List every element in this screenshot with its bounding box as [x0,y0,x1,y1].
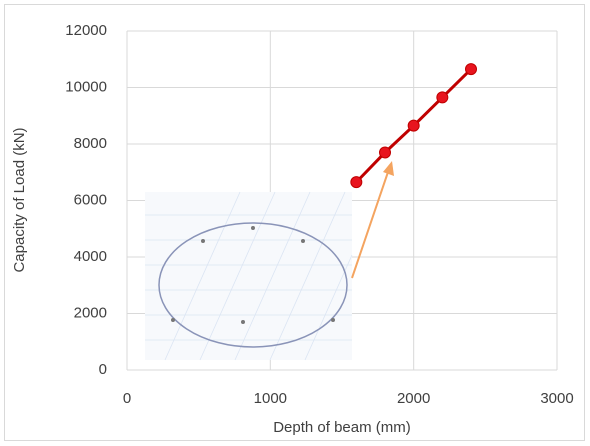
x-tick-label: 3000 [540,390,573,407]
data-point [466,64,477,75]
y-tick-label: 10000 [65,78,107,95]
x-tick-label: 2000 [397,390,430,407]
data-point [351,177,362,188]
x-tick-label: 0 [123,390,131,407]
x-axis-title: Depth of beam (mm) [273,419,411,436]
y-tick-label: 0 [99,361,107,378]
y-axis-title: Capacity of Load (kN) [11,127,28,272]
y-tick-label: 2000 [74,304,107,321]
data-point [437,92,448,103]
y-tick-label: 6000 [74,191,107,208]
x-tick-label: 1000 [254,390,287,407]
y-tick-label: 12000 [65,22,107,39]
chart: Capacity of Load (kN) Depth of beam (mm)… [0,0,590,446]
y-tick-label: 8000 [74,135,107,152]
y-tick-label: 4000 [74,248,107,265]
data-point [408,120,419,131]
inset-illustration [145,192,352,360]
data-point [380,147,391,158]
